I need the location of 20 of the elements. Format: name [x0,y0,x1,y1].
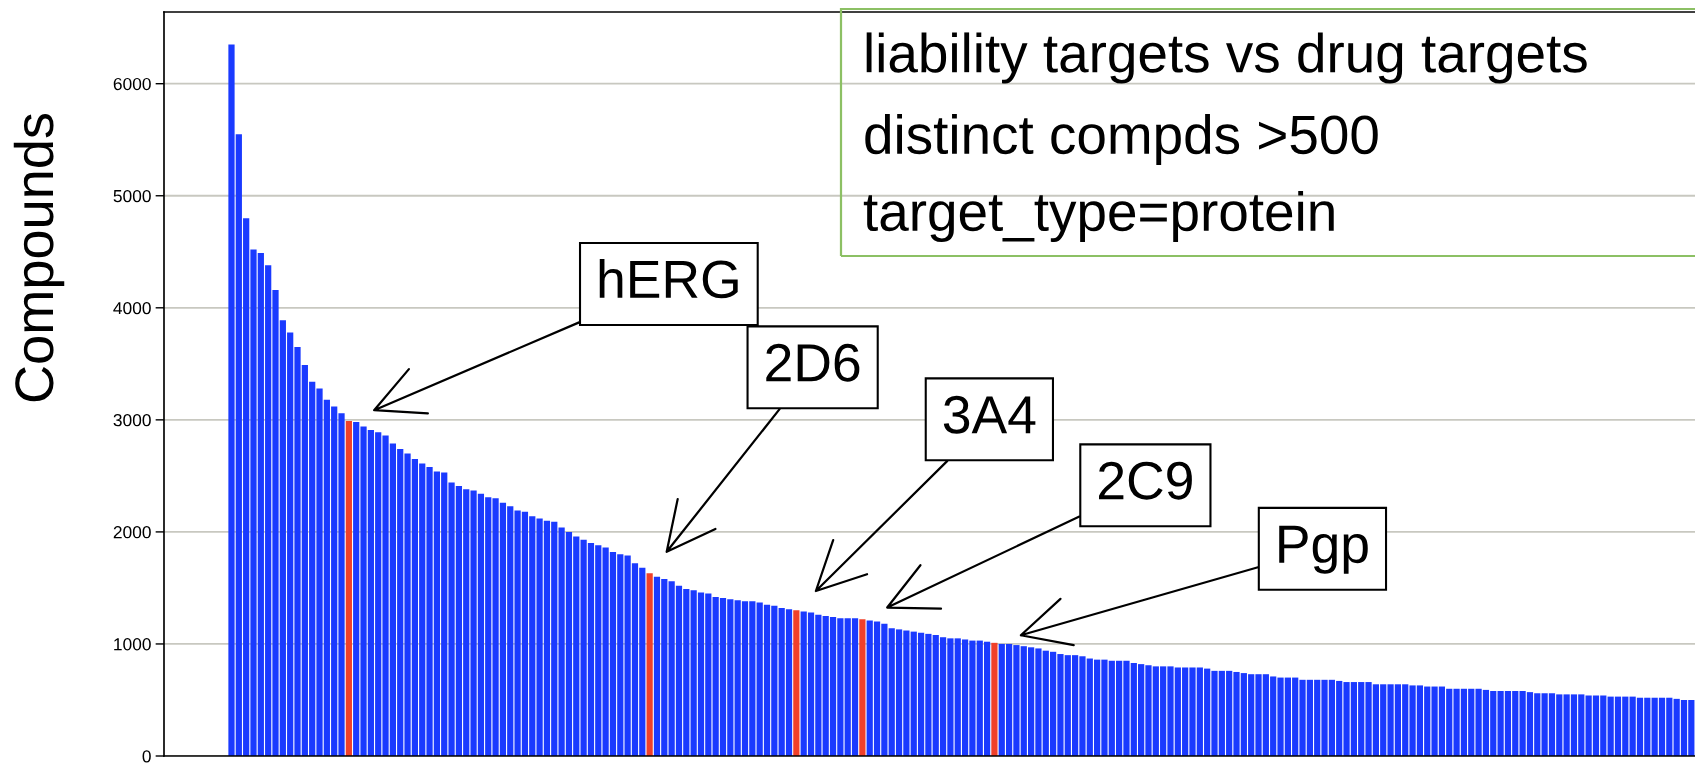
y-tick-label: 5000 [113,189,151,203]
text: distinct compds >500 target_type=protein [863,113,1378,243]
y-axis-title: Compounds [13,113,65,402]
annotation: hERG [599,259,738,299]
y-tick-label: 3000 [113,414,151,427]
y-tick-label: 1000 [114,638,151,651]
y-tick-label: 6000 [113,77,151,91]
bar [859,619,866,756]
y-tick-label: 0 [142,750,151,763]
chart-title: liability targets vs drug targets [866,32,1587,84]
annotation: Pgp [1279,525,1368,574]
annotation: 2D6 [766,343,860,382]
bar [991,642,998,756]
bar [646,573,653,756]
bar [345,420,352,756]
bar [793,610,800,756]
y-tick-label: 4000 [113,301,151,315]
annotation: 3A4 [943,395,1036,434]
y-tick-label: 2000 [113,526,151,539]
annotation: 2C9 [1099,461,1192,500]
